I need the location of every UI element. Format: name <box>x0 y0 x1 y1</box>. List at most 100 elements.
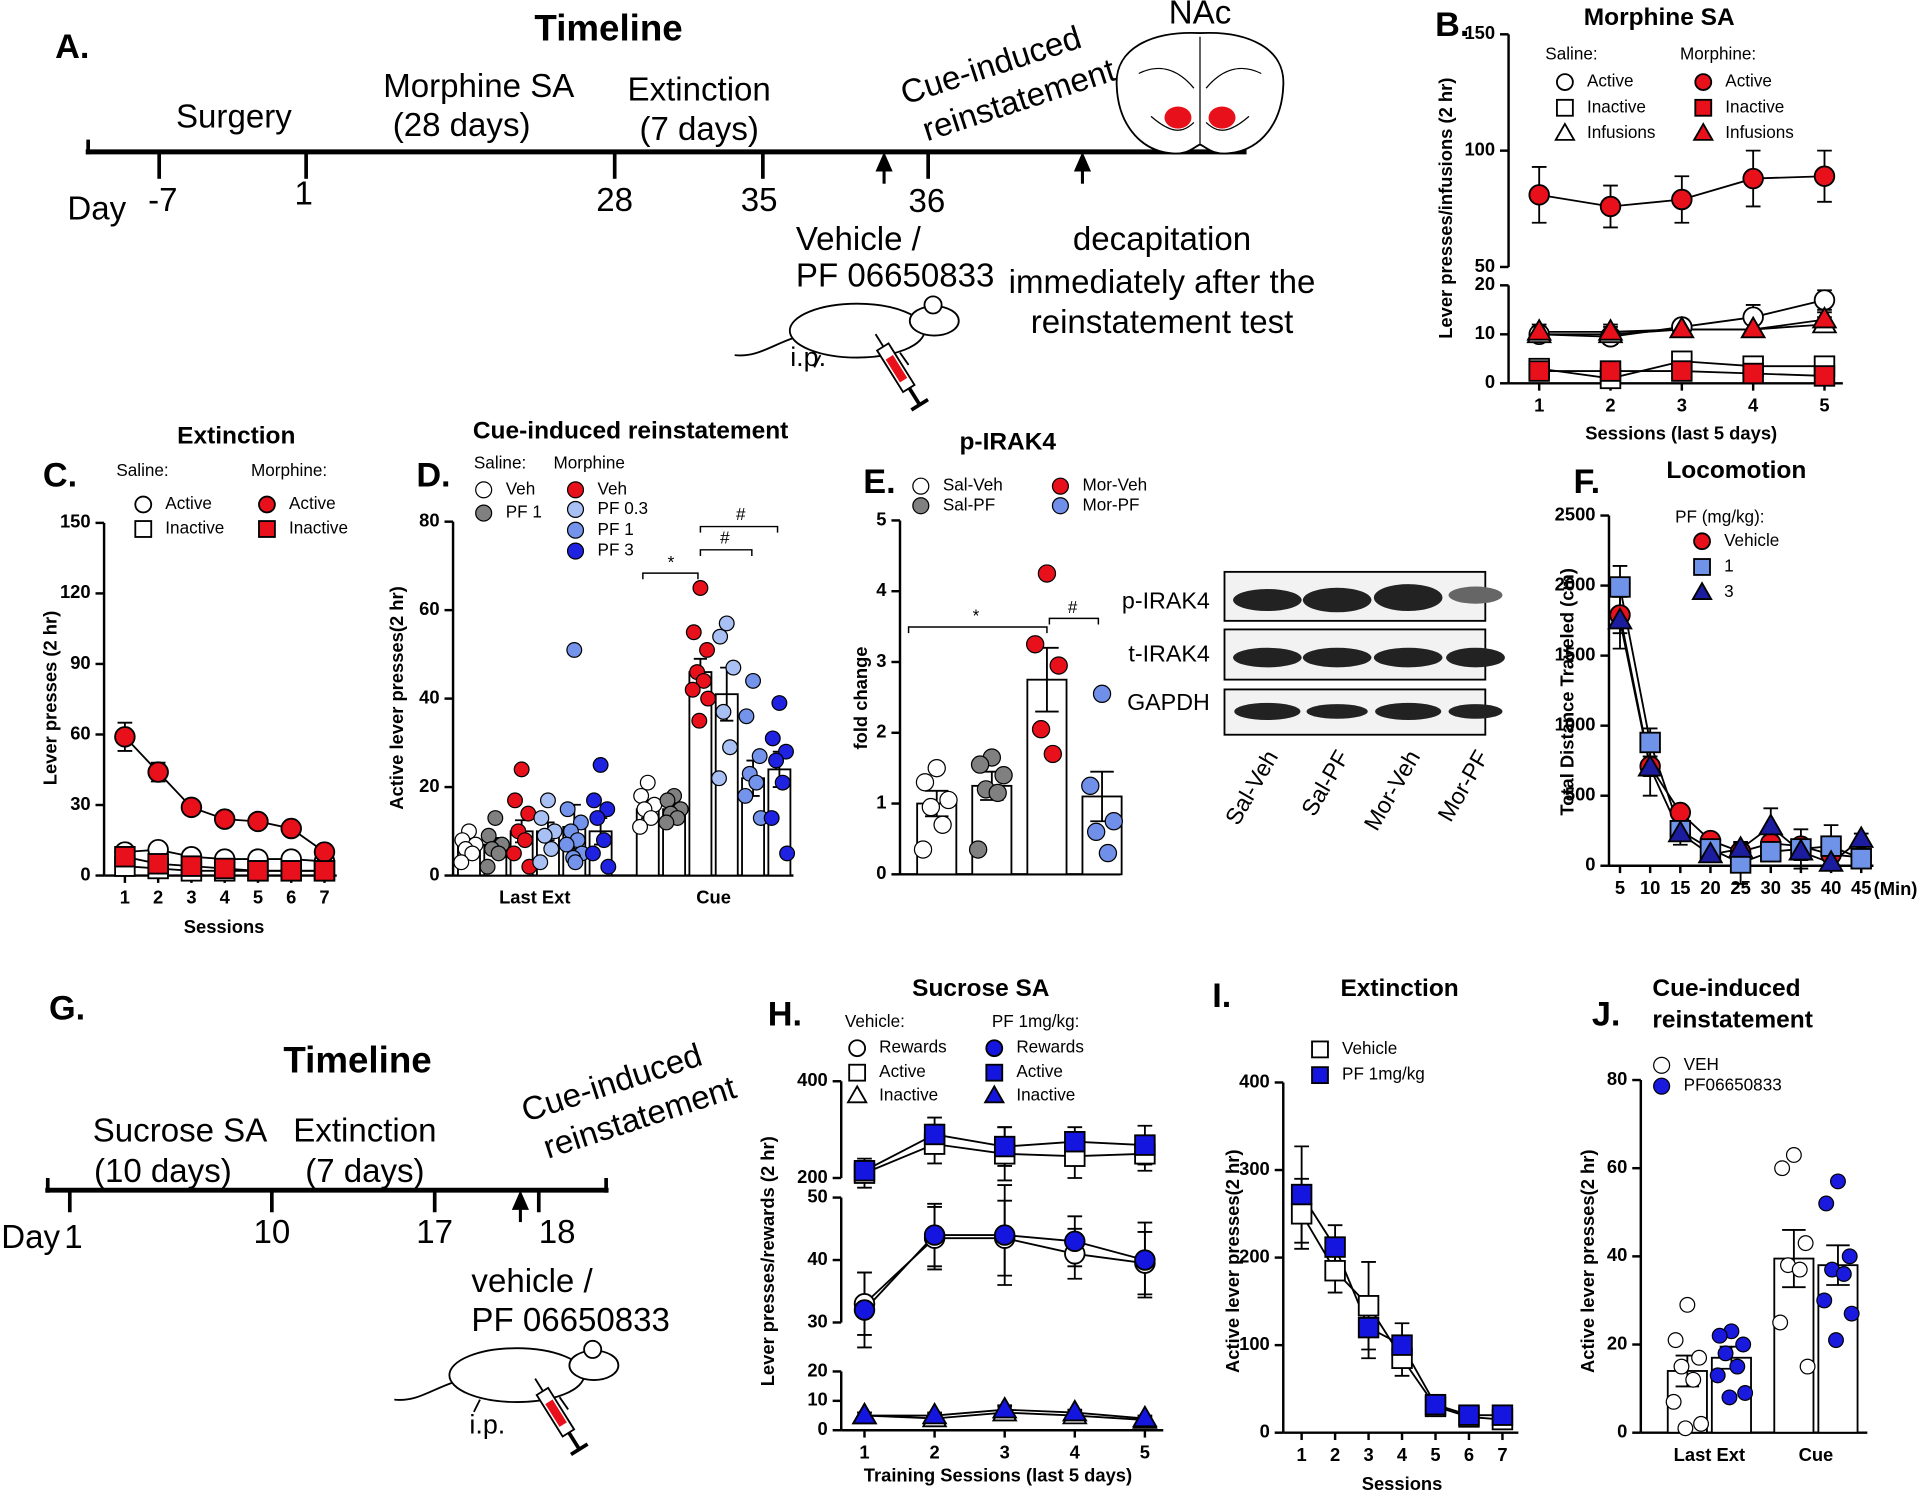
data-point <box>1828 1332 1844 1349</box>
panel-label: G. <box>49 989 85 1027</box>
data-point <box>968 840 988 859</box>
phase: (10 days) <box>94 1153 232 1190</box>
data-point <box>923 1123 946 1146</box>
legend-swatch <box>566 481 585 499</box>
route: i.p. <box>469 1410 505 1440</box>
data-point <box>633 787 650 804</box>
legend-swatch <box>1691 581 1713 600</box>
x-tick-label: 20 <box>1700 877 1720 898</box>
data-point <box>923 1224 946 1246</box>
y-tick-label: 80 <box>1607 1068 1627 1089</box>
legend-swatch <box>1554 122 1576 141</box>
endpoint: reinstatement test <box>1031 304 1294 341</box>
y-tick-label: 60 <box>1607 1156 1627 1177</box>
y-tick-label: 10 <box>807 1389 827 1410</box>
data-point <box>180 855 203 877</box>
data-point <box>1850 848 1872 870</box>
data-point <box>711 770 727 787</box>
data-point <box>487 810 504 826</box>
x-tick-label: 1 <box>120 887 130 908</box>
legend-swatch <box>566 542 585 560</box>
data-point <box>774 774 791 791</box>
data-point <box>1609 576 1631 598</box>
legend-label: Active <box>879 1061 926 1081</box>
data-point <box>1061 1399 1088 1422</box>
data-point <box>592 756 609 773</box>
y-tick-label: 150 <box>1464 22 1495 43</box>
y-tick-label: 0 <box>1260 1421 1270 1442</box>
legend-swatch <box>1051 477 1069 495</box>
blot-lane-label: Mor-PF <box>1432 746 1493 826</box>
legend-label: VEH <box>1684 1054 1719 1074</box>
legend-title: Morphine: <box>251 460 327 480</box>
chart-title: Extinction <box>1340 975 1458 1002</box>
arrow <box>511 1190 529 1223</box>
chart-title: Cue-induced <box>1652 975 1800 1002</box>
legend-label: PF 1 <box>506 502 542 522</box>
data-point <box>738 708 755 725</box>
data-point <box>572 814 589 831</box>
data-point <box>1848 825 1875 848</box>
panel-label: F. <box>1573 463 1600 501</box>
data-point <box>779 845 796 862</box>
day: 10 <box>253 1214 290 1251</box>
data-point <box>993 1224 1016 1246</box>
timeline-a: A. Timeline Day -7 1 28 35 36 Surgery Mo… <box>55 0 1315 412</box>
x-tick-label: 7 <box>1497 1444 1507 1465</box>
data-point <box>1086 822 1106 842</box>
route: i.p. <box>790 342 826 372</box>
legend-label: Vehicle <box>1342 1038 1397 1058</box>
data-point <box>988 783 1007 803</box>
legend-label: Infusions <box>1587 122 1656 142</box>
data-point <box>1324 1259 1346 1282</box>
y-tick-label: 50 <box>1475 255 1495 276</box>
legend-title: PF 1mg/kg: <box>992 1011 1080 1031</box>
data-point <box>1691 1349 1708 1366</box>
panel-label: D. <box>416 457 450 495</box>
day: 35 <box>741 182 778 219</box>
data-point <box>764 730 781 747</box>
data-point <box>1098 843 1118 863</box>
legend-swatch <box>566 500 585 518</box>
y-tick-label: 4 <box>876 579 887 600</box>
error-bar <box>1782 1228 1806 1289</box>
legend-swatch <box>983 1084 1006 1104</box>
data-point <box>213 808 236 830</box>
y-tick-label: 0 <box>1485 371 1495 392</box>
panel-label: H. <box>768 995 802 1033</box>
data-point <box>970 755 990 774</box>
y-axis-label: Lever presses (2 hr) <box>39 611 60 786</box>
legend-label: 3 <box>1724 581 1734 601</box>
x-axis-label: Sessions <box>184 916 265 937</box>
data-point <box>533 810 550 826</box>
blot-row-label: p-IRAK4 <box>1122 588 1210 614</box>
legend-title: Saline: <box>1545 44 1597 64</box>
data-point <box>213 857 236 880</box>
legend-swatch <box>846 1084 868 1104</box>
data-point <box>147 853 169 875</box>
x-axis-label: (Min) <box>1874 878 1918 899</box>
x-axis-label: Training Sessions (last 5 days) <box>864 1465 1132 1486</box>
data-point <box>768 752 785 769</box>
data-point <box>1788 838 1814 861</box>
x-axis-label: Sessions (last 5 days) <box>1585 423 1777 444</box>
data-point <box>114 846 136 868</box>
series-line <box>1619 586 1862 864</box>
data-point <box>1357 1316 1380 1339</box>
x-tick-label: 5 <box>1430 1444 1440 1465</box>
data-point <box>921 797 941 817</box>
y-tick-label: 40 <box>1607 1244 1627 1265</box>
day-label: Day <box>67 190 126 227</box>
y-tick-label: 80 <box>419 510 439 531</box>
series-line <box>1300 1194 1503 1417</box>
data-point <box>913 840 933 859</box>
data-point <box>558 836 575 853</box>
data-point <box>1026 635 1045 654</box>
data-point <box>1669 801 1692 824</box>
legend-label: Inactive <box>165 518 224 538</box>
y-axis-label: Lever presses/rewards (2 hr) <box>757 1136 778 1386</box>
data-point <box>695 672 712 689</box>
y-tick-label: 0 <box>876 862 886 883</box>
data-point <box>1599 360 1622 382</box>
